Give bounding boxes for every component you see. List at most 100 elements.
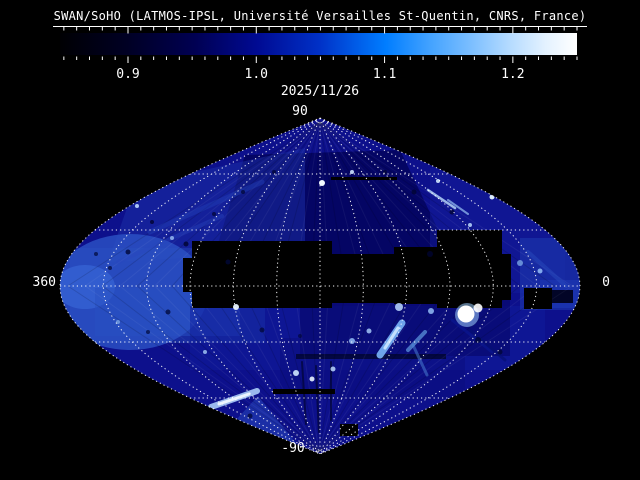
map-spot	[449, 209, 455, 215]
streak-line	[293, 285, 320, 453]
map-spot	[457, 305, 475, 323]
streak-line	[137, 121, 321, 287]
streak-line	[119, 121, 321, 287]
intensity-patch	[296, 354, 446, 359]
map-spot	[411, 189, 417, 195]
map-spot	[150, 220, 154, 224]
map-outline	[59, 117, 581, 455]
map-spots	[94, 170, 543, 419]
latitude-label-top: 90	[292, 104, 308, 119]
map-spot	[135, 204, 139, 208]
feature-streak	[526, 250, 568, 288]
streak-line	[67, 285, 320, 453]
map-spot	[436, 179, 440, 183]
data-gap	[192, 241, 332, 308]
streak-line	[318, 285, 434, 453]
map-spot	[165, 309, 171, 315]
feature-streak	[383, 326, 400, 350]
map-spot	[330, 366, 336, 372]
feature-streak	[217, 392, 251, 406]
streak-line	[318, 285, 399, 453]
map-spot	[170, 236, 174, 240]
map-spot	[366, 328, 372, 334]
map-spot	[468, 223, 472, 227]
streak-line	[102, 285, 320, 453]
streak-line	[102, 121, 321, 287]
streak-line	[67, 121, 321, 287]
streak-line	[276, 285, 320, 453]
map-spot	[272, 170, 276, 174]
streak-line	[171, 285, 320, 453]
colorbar-tick-label: 1.2	[501, 67, 524, 82]
feature-streak	[315, 365, 320, 433]
streak-line	[319, 121, 573, 287]
meridian-line	[319, 118, 538, 454]
intensity-patch	[108, 148, 305, 262]
map-spot	[298, 334, 302, 338]
intensity-patch	[550, 290, 573, 303]
data-gap	[331, 177, 397, 180]
streak-line	[318, 285, 364, 453]
colorbar-tick-label: 1.1	[373, 67, 396, 82]
map-spot	[94, 252, 98, 256]
map-spot	[146, 330, 150, 334]
colorbar-gradient	[60, 33, 577, 55]
streak-line	[154, 285, 320, 453]
map-spot	[309, 376, 315, 382]
streak-line	[318, 285, 330, 453]
map-spot	[473, 303, 483, 313]
streak-line	[318, 285, 417, 453]
map-spot	[225, 259, 231, 265]
map-spot	[319, 180, 325, 186]
map-spot	[489, 194, 495, 200]
streak-line	[119, 285, 320, 453]
colorbar: 0.9 1.0 1.1 1.2	[53, 26, 587, 82]
graticule	[60, 118, 580, 454]
streak-line	[258, 285, 320, 453]
map-spot	[428, 308, 434, 314]
streak-line	[318, 285, 556, 453]
data-gap	[332, 254, 394, 303]
map-spot	[247, 413, 253, 419]
meridian-line	[319, 118, 451, 454]
map-spot	[203, 350, 207, 354]
map-spot	[125, 249, 131, 255]
map-spot	[241, 190, 245, 194]
date-label: 2025/11/26	[280, 84, 360, 99]
data-gap	[437, 230, 502, 308]
meridian-line	[189, 118, 321, 454]
map-spot	[350, 170, 354, 174]
map-spot	[427, 251, 433, 257]
map-spot	[517, 260, 523, 266]
feature-streak	[411, 343, 429, 377]
data-gap	[524, 288, 552, 309]
map-spot	[183, 241, 189, 247]
feature-streak	[450, 318, 494, 354]
streak-line	[154, 121, 321, 287]
map-spot	[212, 212, 216, 216]
streak-line	[318, 285, 382, 453]
feature-streak	[406, 330, 427, 352]
map-spot	[233, 304, 239, 310]
map-spot	[537, 268, 543, 274]
streak-line	[318, 285, 573, 453]
map-spot	[395, 303, 403, 311]
colorbar-tick-label: 1.0	[245, 67, 268, 82]
streak-line	[206, 285, 320, 453]
map-spot	[108, 266, 112, 270]
streak-line	[189, 285, 320, 453]
map-spot	[259, 327, 265, 333]
feature-streak	[447, 199, 469, 215]
streak-line	[319, 121, 556, 287]
feature-streak	[116, 214, 224, 264]
map-spot	[383, 170, 387, 174]
page-title: SWAN/SoHO (LATMOS-IPSL, Université Versa…	[53, 9, 587, 23]
map-spot	[475, 337, 481, 343]
streak-line	[84, 285, 320, 453]
streak-line	[223, 285, 320, 453]
sky-map	[60, 118, 580, 454]
latitude-label-bottom: -90	[281, 441, 305, 456]
map-spot	[293, 370, 299, 376]
map-spot	[116, 320, 120, 324]
